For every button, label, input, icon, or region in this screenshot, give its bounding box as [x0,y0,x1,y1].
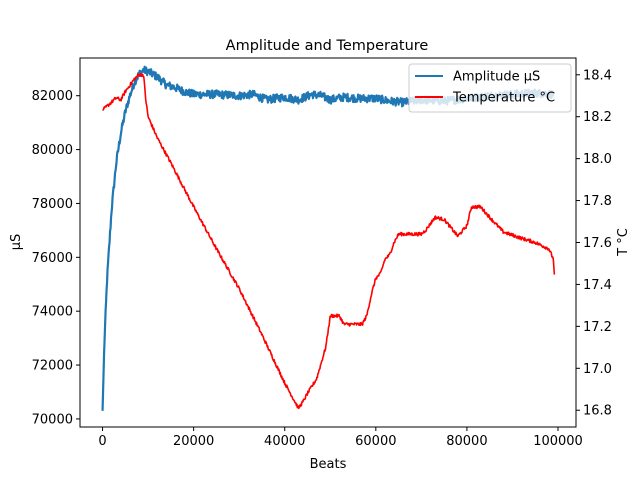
plot-area [79,57,577,428]
y-right-tick-label: 17.2 [583,320,612,335]
y-right-tick-label: 17.4 [583,278,612,293]
x-axis-label: Beats [310,457,347,472]
x-tick-label: 60000 [355,434,396,449]
legend-label-1: Temperature °C [452,91,555,106]
y-right-tick-label: 18.4 [583,68,612,83]
legend-label-0: Amplitude µS [453,70,540,85]
series-line-1 [102,72,556,410]
y-axis-left: 70000 72000 74000 76000 78000 80000 82000 [32,89,80,427]
x-tick-label: 40000 [264,434,305,449]
y-right-tick-label: 18.2 [583,110,612,125]
y-right-tick-label: 18.0 [583,152,612,167]
y-axis-right-label: T °C [616,228,631,257]
y-left-tick-label: 82000 [32,89,73,104]
x-tick-label: 100000 [533,434,583,449]
chart-title: Amplitude and Temperature [226,38,429,54]
y-left-tick-label: 72000 [32,359,73,374]
y-left-tick-label: 78000 [32,197,73,212]
y-left-tick-label: 70000 [32,412,73,427]
y-left-tick-label: 74000 [32,305,73,320]
x-tick-label: 0 [98,434,106,449]
y-axis-right: 16.8 17.0 17.2 17.4 17.6 17.8 18.0 18.2 18.4 [576,68,612,419]
y-left-tick-label: 80000 [32,143,73,158]
y-right-tick-label: 17.0 [583,362,612,377]
y-right-tick-label: 17.6 [583,236,612,251]
x-tick-label: 80000 [446,434,487,449]
y-axis-left-label: µS [9,234,24,251]
legend: Amplitude µS Temperature °C [408,63,572,113]
y-right-tick-label: 17.8 [583,194,612,209]
y-left-tick-label: 76000 [32,251,73,266]
legend-box [408,63,572,113]
y-right-tick-label: 16.8 [583,404,612,419]
plot-background [80,58,576,427]
x-tick-label: 20000 [173,434,214,449]
x-axis: 0 20000 40000 60000 80000 100000 [98,427,583,449]
